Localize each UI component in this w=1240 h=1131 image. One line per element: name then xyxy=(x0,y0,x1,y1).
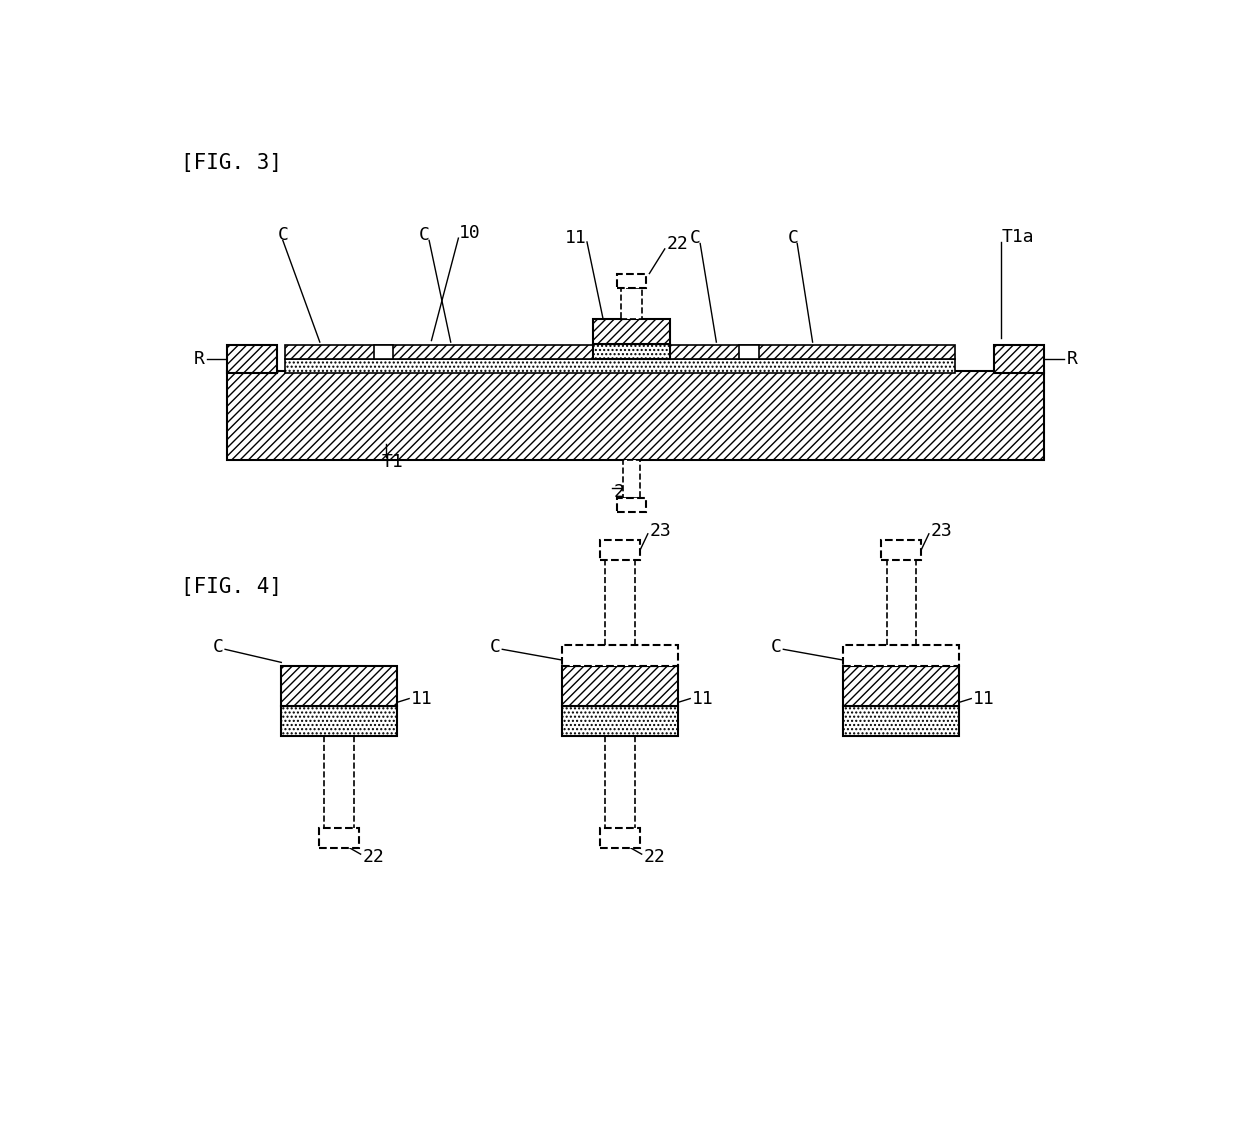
Text: 23: 23 xyxy=(930,521,952,539)
Text: 11: 11 xyxy=(410,690,433,708)
Text: 10: 10 xyxy=(459,224,480,242)
Bar xyxy=(618,499,646,512)
Bar xyxy=(882,539,921,560)
Bar xyxy=(563,666,678,706)
Text: T1: T1 xyxy=(382,454,403,472)
Text: 11: 11 xyxy=(565,230,587,248)
Bar xyxy=(285,359,955,373)
Text: R: R xyxy=(193,349,205,368)
Text: 22: 22 xyxy=(362,848,384,866)
Bar xyxy=(373,345,393,359)
Text: C: C xyxy=(771,638,781,656)
Text: [FIG. 4]: [FIG. 4] xyxy=(181,577,283,597)
Text: C: C xyxy=(490,638,501,656)
Bar xyxy=(227,371,1044,460)
Bar xyxy=(227,345,278,373)
Bar xyxy=(739,345,759,359)
Text: 11: 11 xyxy=(692,690,713,708)
Bar xyxy=(843,666,959,706)
Bar xyxy=(281,666,397,706)
Bar xyxy=(600,539,640,560)
Bar xyxy=(563,706,678,735)
Bar xyxy=(319,828,360,848)
Text: R: R xyxy=(1066,349,1078,368)
Text: 21: 21 xyxy=(614,483,636,501)
Bar xyxy=(600,828,640,848)
Bar xyxy=(843,645,959,666)
Text: 22: 22 xyxy=(666,235,688,253)
Bar xyxy=(593,319,670,344)
Bar xyxy=(618,275,646,288)
Text: C: C xyxy=(418,226,429,244)
Text: 11: 11 xyxy=(972,690,994,708)
Bar xyxy=(285,345,955,359)
Text: C: C xyxy=(691,230,701,248)
Bar xyxy=(993,345,1044,373)
Text: C: C xyxy=(787,230,799,248)
Bar xyxy=(624,460,640,499)
Bar xyxy=(843,706,959,735)
Text: [FIG. 3]: [FIG. 3] xyxy=(181,154,283,173)
Bar xyxy=(281,706,397,735)
Text: C: C xyxy=(278,226,288,244)
Bar xyxy=(621,288,642,319)
Bar xyxy=(563,645,678,666)
Text: 22: 22 xyxy=(644,848,665,866)
Text: 23: 23 xyxy=(650,521,671,539)
Text: T1a: T1a xyxy=(1001,227,1034,245)
Bar xyxy=(593,344,670,359)
Text: C: C xyxy=(213,638,223,656)
